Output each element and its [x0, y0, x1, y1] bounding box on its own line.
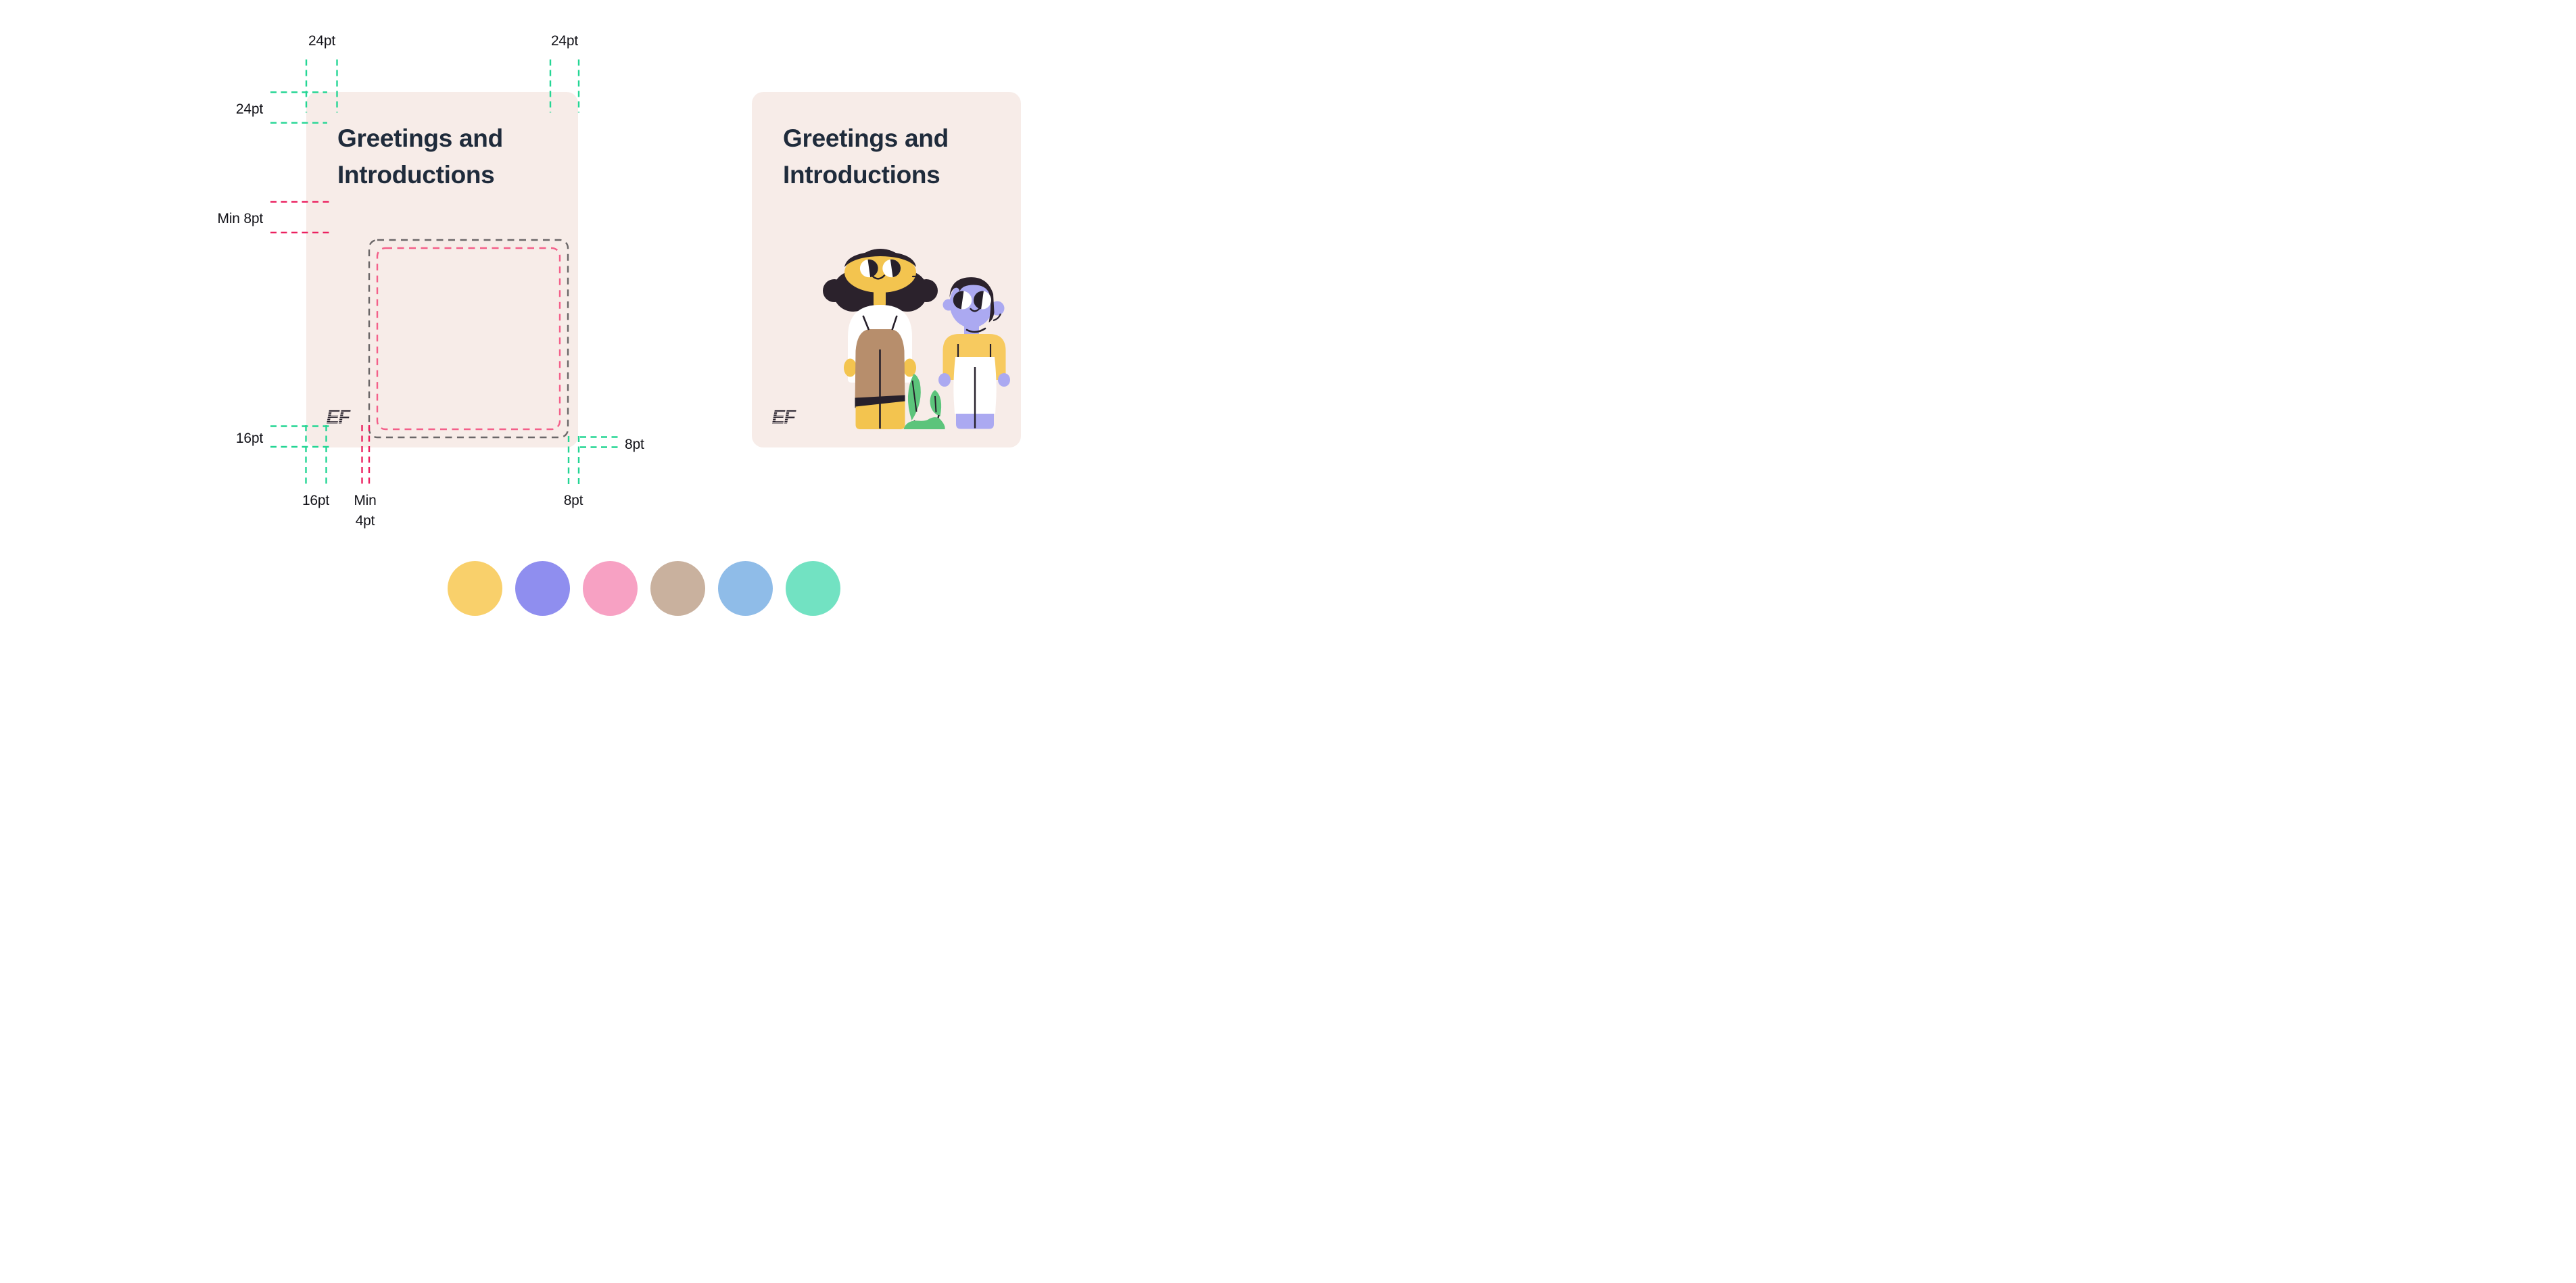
plant — [903, 374, 945, 429]
woman-smile — [871, 274, 886, 280]
child-hair — [949, 277, 995, 322]
child-left-hand — [938, 373, 951, 387]
child-figure — [938, 277, 1010, 429]
palette-swatch-blue — [718, 561, 773, 616]
measure-label-logo-gap-line1: Min — [354, 493, 377, 508]
card-title-line2: Introductions — [337, 161, 495, 189]
palette-swatch-tan — [650, 561, 705, 616]
ef-logo-icon: EF — [772, 407, 798, 428]
woman-left-hand — [844, 358, 857, 377]
card-title-line1: Greetings and — [783, 124, 949, 152]
card-title-line1: Greetings and — [337, 124, 503, 152]
child-ear-line — [993, 313, 1002, 322]
measure-label-top-left: 24pt — [308, 33, 336, 49]
measure-label-image-right: 8pt — [563, 493, 583, 508]
ef-logo-icon: EF — [327, 407, 352, 428]
child-right-hand — [998, 373, 1010, 387]
brand-spec-canvas: Greetings and Introductions EF — [0, 0, 1288, 642]
woman-suspender-left — [862, 315, 870, 331]
measure-label-text-gap: Min 8pt — [217, 211, 264, 226]
spec-card: Greetings and Introductions EF — [306, 92, 578, 447]
child-left-pupil — [953, 291, 964, 310]
palette-row — [448, 561, 840, 616]
people-illustration — [823, 249, 1010, 429]
woman-right-hand — [903, 358, 916, 377]
woman-suspender-right — [891, 315, 898, 331]
woman-fringe — [844, 251, 916, 267]
ef-logo-text: EF — [772, 407, 797, 428]
measure-label-logo-bottom: 16pt — [235, 431, 263, 446]
measure-label-title-top: 24pt — [235, 101, 263, 117]
woman-figure — [823, 249, 938, 429]
measure-label-logo-gap: Min 4pt — [338, 491, 392, 531]
ef-logo: EF — [771, 406, 806, 428]
card-title: Greetings and Introductions — [337, 120, 503, 193]
child-neck-shadow — [965, 327, 986, 333]
palette-swatch-pink — [583, 561, 638, 616]
palette-swatch-yellow — [448, 561, 502, 616]
woman-right-pupil — [890, 259, 901, 278]
palette-swatch-mint — [786, 561, 840, 616]
card-title-line2: Introductions — [783, 161, 940, 189]
measure-label-logo-gap-line2: 4pt — [355, 513, 375, 529]
child-smile — [970, 307, 981, 312]
example-card: Greetings and Introductions EF — [752, 92, 1021, 447]
palette-swatch-periwinkle — [515, 561, 570, 616]
ef-logo-text: EF — [327, 407, 352, 428]
measure-label-image-bottom: 8pt — [625, 437, 644, 452]
measurement-overlay — [270, 59, 621, 484]
measure-label-logo-left: 16pt — [302, 493, 330, 508]
child-right-pupil — [974, 291, 984, 310]
ef-logo: EF — [326, 406, 360, 428]
woman-left-pupil — [867, 259, 878, 278]
measure-label-top-right: 24pt — [550, 33, 579, 49]
card-title: Greetings and Introductions — [783, 120, 949, 193]
